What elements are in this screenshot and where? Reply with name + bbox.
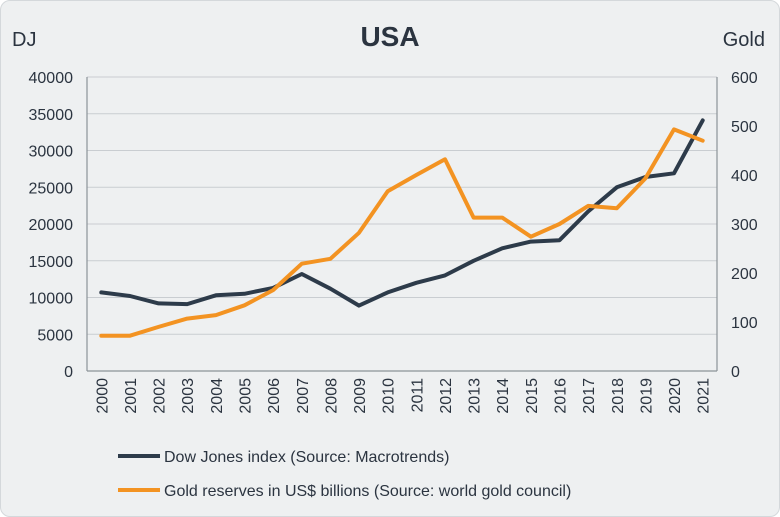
x-tick-label-2002: 2002 — [152, 378, 169, 414]
legend: Dow Jones index (Source: Macrotrends) Go… — [118, 449, 571, 500]
series-line-dow-jones — [99, 118, 705, 308]
left-tick-label-5000: 5000 — [37, 327, 73, 344]
x-tick-label-2016: 2016 — [553, 378, 570, 414]
left-axis-label: DJ — [12, 29, 36, 51]
chart-title: USA — [360, 21, 419, 52]
x-tick-label-2021: 2021 — [696, 378, 713, 414]
x-tick-label-2011: 2011 — [409, 378, 426, 413]
right-tick-label-300: 300 — [731, 217, 758, 234]
x-tick-label-2001: 2001 — [123, 378, 140, 414]
right-tick-label-400: 400 — [731, 168, 758, 185]
left-tick-label-25000: 25000 — [29, 180, 74, 197]
x-tick-label-2008: 2008 — [323, 378, 340, 414]
x-tick-label-2010: 2010 — [381, 378, 398, 414]
x-tick-label-2015: 2015 — [524, 378, 541, 414]
x-tick-label-2014: 2014 — [495, 378, 512, 414]
x-tick-label-2018: 2018 — [610, 378, 627, 414]
x-tick-label-2003: 2003 — [180, 378, 197, 414]
right-tick-label-200: 200 — [731, 266, 758, 283]
legend-label-gold-reserves: Gold reserves in US$ billions (Source: w… — [164, 483, 571, 500]
x-tick-label-2017: 2017 — [581, 378, 598, 414]
left-tick-label-10000: 10000 — [29, 291, 74, 308]
right-tick-label-0: 0 — [731, 364, 740, 381]
right-tick-label-500: 500 — [731, 119, 758, 136]
x-tick-label-2009: 2009 — [352, 378, 369, 414]
gridlines — [87, 76, 717, 372]
series-lines — [99, 118, 705, 338]
x-tick-label-2007: 2007 — [295, 378, 312, 414]
x-tick-label-2000: 2000 — [94, 378, 111, 414]
x-tick-label-2020: 2020 — [667, 378, 684, 414]
right-tick-label-100: 100 — [731, 315, 758, 332]
left-tick-label-40000: 40000 — [29, 70, 74, 87]
x-tick-label-2004: 2004 — [209, 378, 226, 414]
series-line-gold-reserves — [99, 127, 705, 338]
left-tick-label-20000: 20000 — [29, 217, 74, 234]
right-axis-label: Gold — [723, 29, 765, 51]
left-tick-label-15000: 15000 — [29, 254, 74, 271]
left-tick-label-35000: 35000 — [29, 107, 74, 124]
x-tick-label-2006: 2006 — [266, 378, 283, 414]
x-tick-label-2013: 2013 — [467, 378, 484, 414]
legend-label-dow-jones: Dow Jones index (Source: Macrotrends) — [164, 449, 449, 466]
left-tick-labels: 0 5000 10000 15000 20000 25000 30000 35000 40000 — [29, 70, 74, 381]
axes — [86, 77, 718, 372]
right-tick-labels: 0 100 200 300 400 500 600 — [731, 70, 758, 381]
left-tick-label-0: 0 — [64, 364, 73, 381]
x-tick-label-2019: 2019 — [638, 378, 655, 414]
x-tick-labels: 2000 2001 2002 2003 2004 2005 2006 2007 2008 2009… — [94, 378, 712, 414]
x-tick-label-2005: 2005 — [238, 378, 255, 414]
left-tick-label-30000: 30000 — [29, 144, 74, 161]
x-tick-label-2012: 2012 — [438, 378, 455, 414]
right-tick-label-600: 600 — [731, 70, 758, 87]
